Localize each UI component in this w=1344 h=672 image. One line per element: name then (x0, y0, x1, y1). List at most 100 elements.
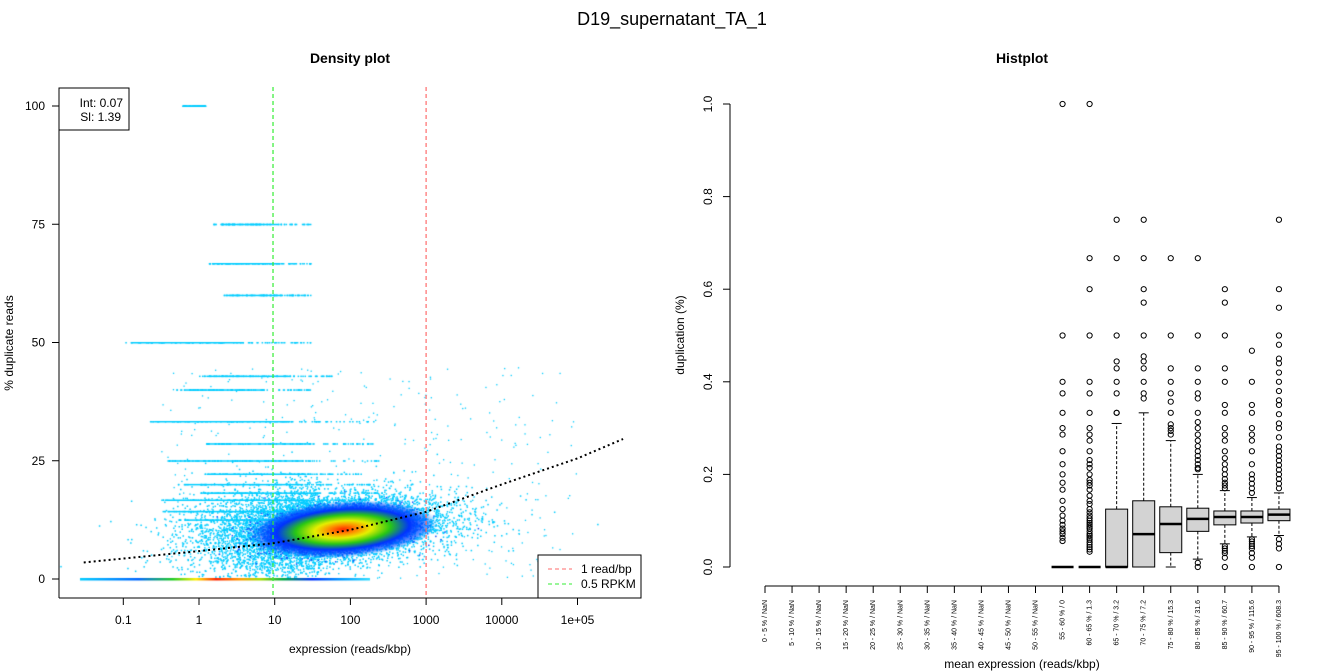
outlier-point (1221, 401, 1228, 409)
outlier-point (1086, 464, 1093, 472)
x-tick-label: 30 - 35 % / NaN (924, 600, 931, 650)
outlier-point (1221, 455, 1228, 462)
outlier-point (1221, 431, 1228, 438)
outlier-point (1221, 437, 1228, 444)
outlier-point (1221, 563, 1228, 571)
outlier-point (1221, 409, 1228, 416)
x-tick-label: 10 - 15 % / NaN (816, 600, 823, 650)
outlier-point (1275, 480, 1283, 487)
outlier-point (1194, 466, 1201, 473)
outlier-point (1248, 563, 1256, 571)
outlier-point (1221, 365, 1228, 372)
outlier-point (1248, 485, 1256, 492)
x-tick-label: 80 - 85 % / 31.6 (1195, 600, 1202, 650)
y-tick-label: 75 (32, 217, 46, 231)
x-tick-label: 95 - 100 % / 608.3 (1276, 600, 1283, 657)
x-tick-label: 100 (340, 613, 360, 627)
x-tick-label: 10 (268, 613, 282, 627)
outlier-point (1086, 541, 1093, 548)
outlier-point (1221, 482, 1228, 489)
outlier-point (1275, 545, 1283, 552)
outlier-point (1167, 431, 1174, 438)
outlier-point (1248, 347, 1256, 354)
histplot-title: Histplot (995, 50, 1049, 66)
outlier-point (1167, 427, 1174, 434)
outlier-point (1167, 365, 1174, 372)
outlier-point (1248, 437, 1256, 444)
outlier-point (1248, 550, 1256, 557)
outlier-point (1275, 355, 1283, 362)
outlier-point (1059, 486, 1066, 493)
fit-intercept-label: Int: 0.07 (80, 96, 124, 110)
outlier-point (1140, 286, 1147, 293)
outlier-point (1221, 286, 1228, 293)
outlier-point (1194, 365, 1201, 372)
x-tick-label: 75 - 80 % / 15.3 (1168, 600, 1175, 650)
outlier-point (1086, 492, 1093, 499)
outlier-point (1059, 448, 1066, 455)
x-tick-label: 1 (196, 613, 203, 627)
outlier-point (1194, 395, 1201, 402)
outlier-point (1194, 390, 1201, 397)
outlier-point (1275, 286, 1283, 293)
outlier-point (1194, 409, 1201, 416)
outlier-point (1275, 475, 1283, 483)
outlier-point (1221, 299, 1228, 306)
outlier-point (1167, 378, 1174, 385)
outlier-point (1059, 517, 1066, 524)
outlier-point (1086, 497, 1093, 504)
outlier-point (1167, 421, 1174, 428)
outlier-point (1086, 532, 1093, 540)
legend-label: 1 read/bp (581, 562, 632, 576)
outlier-point (1221, 332, 1228, 339)
outlier-point (1140, 216, 1147, 223)
outlier-point (1248, 538, 1256, 545)
outlier-point (1086, 509, 1093, 516)
outlier-point (1086, 425, 1093, 432)
outlier-point (1113, 332, 1120, 339)
outlier-point (1248, 536, 1256, 543)
outlier-point (1275, 536, 1283, 543)
outlier-point (1086, 255, 1093, 262)
outlier-point (1221, 448, 1228, 455)
outlier-point (1275, 466, 1283, 473)
outlier-point (1086, 500, 1093, 508)
x-tick-label: 60 - 65 % / 1.3 (1087, 600, 1094, 646)
outlier-point (1140, 390, 1147, 397)
outlier-point (1140, 358, 1147, 365)
outlier-point (1167, 255, 1174, 262)
outlier-point (1086, 431, 1093, 438)
outlier-point (1275, 397, 1283, 404)
outlier-point (1167, 390, 1174, 397)
x-tick-label: 10000 (485, 613, 519, 627)
outlier-point (1275, 540, 1283, 547)
outlier-point (1194, 452, 1201, 459)
outlier-point (1140, 299, 1147, 306)
outlier-point (1113, 378, 1120, 385)
x-tick-label: 5 - 10 % / NaN (789, 600, 796, 646)
outlier-point (1113, 390, 1120, 397)
outlier-point (1221, 461, 1228, 468)
outlier-point (1113, 358, 1120, 365)
outlier-point (1086, 523, 1093, 530)
outlier-point (1194, 456, 1201, 464)
x-tick-label: 40 - 45 % / NaN (978, 600, 985, 650)
y-tick-label: 0.2 (701, 466, 715, 483)
outlier-point (1248, 489, 1256, 497)
outlier-point (1275, 369, 1283, 376)
outlier-point (1248, 471, 1256, 478)
x-tick-label: 45 - 50 % / NaN (1005, 600, 1012, 650)
outlier-point (1194, 332, 1201, 339)
fit-stat-box (58, 87, 130, 131)
outlier-point (1275, 332, 1283, 339)
outlier-point (1059, 512, 1066, 519)
outlier-point (1275, 448, 1283, 455)
outlier-point (1275, 471, 1283, 478)
outlier-point (1248, 425, 1256, 432)
density-plot: 0 25 50 75 100 0.1 1 10 100 1000 10000 1e+05 express… (2, 87, 642, 656)
outlier-point (1086, 378, 1093, 385)
outlier-point (1059, 461, 1066, 468)
y-tick-label: 0.0 (701, 558, 715, 575)
outlier-point (1221, 554, 1228, 561)
outlier-point (1167, 425, 1174, 432)
